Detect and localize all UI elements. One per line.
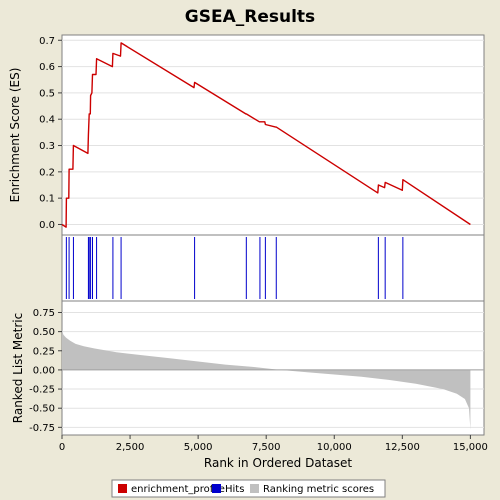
es-y-axis-label: Enrichment Score (ES) xyxy=(8,68,22,203)
rank-y-ticks: 0.75 0.50 0.25 0.00 -0.25 -0.50 -0.75 xyxy=(29,308,62,434)
rank-y-tick-label: 0.50 xyxy=(33,327,55,338)
rank-y-tick-label: -0.75 xyxy=(29,423,55,434)
es-grid xyxy=(62,39,484,225)
ranking-metric-area xyxy=(62,330,471,430)
es-plot-area xyxy=(61,34,485,236)
es-y-tick-label: 0.2 xyxy=(39,167,55,178)
es-y-ticks: 0.0 0.1 0.2 0.3 0.4 0.5 0.6 0.7 xyxy=(39,36,62,231)
rank-y-axis-label: Ranked List Metric xyxy=(11,313,25,423)
rank-area-layer xyxy=(62,330,484,430)
x-tick-label: 0 xyxy=(59,442,65,453)
chart-title: GSEA_Results xyxy=(185,7,315,27)
rank-y-tick-label: 0.75 xyxy=(33,308,55,319)
x-tick-label: 2,500 xyxy=(116,442,145,453)
x-tick-label: 5,000 xyxy=(184,442,213,453)
x-tick-label: 10,000 xyxy=(317,442,352,453)
rank-y-tick-label: 0.00 xyxy=(33,365,55,376)
legend-swatch xyxy=(212,484,221,493)
x-axis-label: Rank in Ordered Dataset xyxy=(204,456,352,470)
es-y-tick-label: 0.4 xyxy=(39,115,55,126)
es-y-tick-label: 0.6 xyxy=(39,62,55,73)
legend-swatch xyxy=(250,484,259,493)
x-tick-label: 12,500 xyxy=(385,442,420,453)
es-y-tick-label: 0.1 xyxy=(39,194,55,205)
enrichment-profile-line xyxy=(61,42,471,228)
x-tick-label: 7,500 xyxy=(252,442,281,453)
rank-y-tick-label: -0.25 xyxy=(29,385,55,396)
es-y-tick-label: 0.5 xyxy=(39,88,55,99)
es-line-layer xyxy=(61,42,471,228)
hits-plot-area xyxy=(61,234,485,302)
rank-grid xyxy=(62,311,484,428)
enrichment-score-panel: 0.0 0.1 0.2 0.3 0.4 0.5 0.6 0.7 Enrichment Scor… xyxy=(8,34,485,236)
legend-label: Hits xyxy=(225,484,244,495)
hits-marks-layer xyxy=(65,237,404,299)
es-y-tick-label: 0.7 xyxy=(39,36,55,47)
rank-x-ticks: 0 2,500 5,000 7,500 10,000 12,500 15,000 xyxy=(59,435,488,453)
x-tick-label: 15,000 xyxy=(453,442,488,453)
es-y-tick-label: 0.3 xyxy=(39,141,55,152)
legend-box xyxy=(111,479,386,498)
legend-label: Ranking metric scores xyxy=(263,484,374,495)
hits-panel xyxy=(61,234,485,302)
legend-swatch xyxy=(118,484,127,493)
legend-label: enrichment_profile xyxy=(131,484,225,495)
legend-items: enrichment_profile Hits Ranking metric sco… xyxy=(118,484,374,495)
rank-y-tick-label: -0.50 xyxy=(29,404,55,415)
legend: enrichment_profile Hits Ranking metric sco… xyxy=(111,479,386,498)
es-y-tick-label: 0.0 xyxy=(39,220,55,231)
rank-y-tick-label: 0.25 xyxy=(33,346,55,357)
ranked-list-panel: 0.75 0.50 0.25 0.00 -0.25 -0.50 -0.75 0 2,500 5,… xyxy=(11,300,488,470)
